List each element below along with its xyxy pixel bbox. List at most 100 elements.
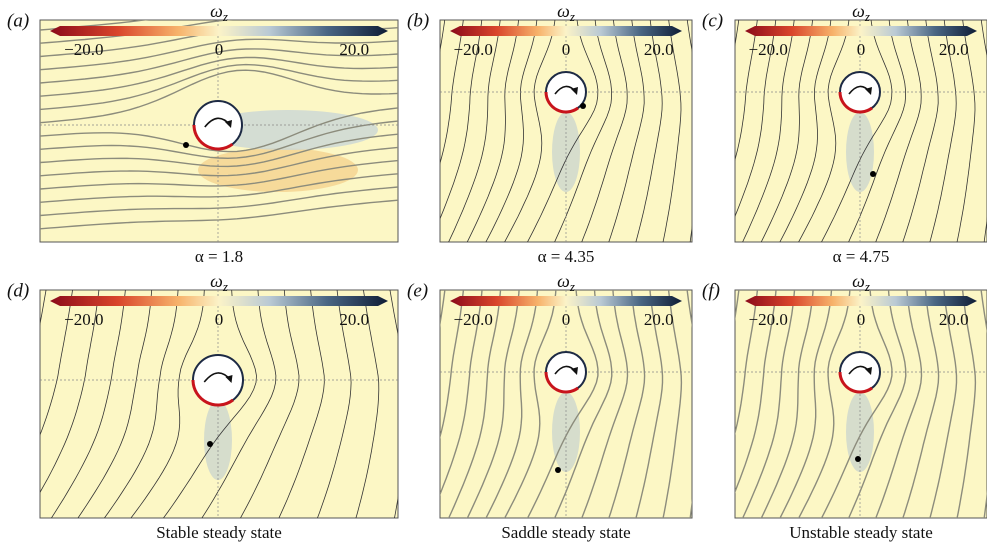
streamline — [608, 20, 645, 242]
streamline — [448, 20, 501, 242]
colorbar — [450, 296, 682, 306]
streamline — [704, 10, 721, 276]
colorbar-symbol: ωz — [852, 271, 870, 294]
streamline — [0, 280, 22, 546]
symbol: ω — [557, 1, 570, 21]
streamline — [847, 290, 907, 518]
caption: Saddle steady state — [501, 523, 630, 542]
streamline — [40, 290, 73, 436]
streamline — [980, 290, 987, 518]
streamline — [40, 63, 398, 111]
subscript: z — [864, 279, 870, 294]
streamline — [103, 290, 179, 518]
rotation-arrowhead — [571, 87, 578, 95]
colorbar-tick-label: 0 — [562, 40, 571, 59]
streamline — [40, 199, 398, 230]
streamline — [742, 20, 795, 242]
subscript: z — [569, 279, 575, 294]
colorbar-tick-label: 0 — [857, 310, 866, 329]
streamline — [447, 290, 502, 518]
subscript: z — [864, 9, 870, 24]
colorbar-symbol: ωz — [852, 1, 870, 24]
streamline — [635, 20, 663, 242]
subscript: z — [569, 9, 575, 24]
panel: ωz −20.0 0 20.0 (d) Stable steady state — [0, 271, 437, 546]
streamline — [779, 290, 833, 518]
symbol: ω — [852, 271, 865, 291]
streamline — [526, 290, 599, 518]
colorbar-tick-label: 0 — [215, 40, 224, 59]
colorbar-symbol: ωz — [210, 271, 228, 294]
streamline — [929, 20, 957, 242]
panel-label: (f) — [702, 280, 720, 301]
rotation-arrowhead — [225, 375, 233, 383]
caption: α = 1.8 — [195, 247, 243, 266]
colorbar — [745, 26, 977, 36]
streamline — [40, 20, 233, 44]
streamline — [130, 290, 205, 518]
streamline — [201, 290, 277, 518]
streamline — [40, 120, 398, 160]
panel: ωz −20.0 0 20.0 (c) α = 4.75 — [702, 1, 987, 266]
colorbar-tick-label: 20.0 — [644, 310, 674, 329]
streamline — [686, 290, 692, 518]
streamline — [355, 290, 380, 518]
streamline — [466, 20, 519, 242]
colorbar-tick-label: 0 — [215, 310, 224, 329]
colorbar-tick-label: −20.0 — [454, 40, 493, 59]
streamline — [635, 290, 664, 518]
panel: ωz −20.0 0 20.0 (e) Saddle steady state — [407, 271, 693, 542]
streamline — [40, 69, 398, 124]
streamline — [686, 20, 692, 242]
saddle-point — [207, 441, 213, 447]
streamline — [240, 290, 300, 518]
panel-label: (e) — [407, 280, 428, 301]
streamline — [40, 186, 398, 217]
streamlines — [440, 290, 692, 518]
panel-label: (b) — [407, 10, 429, 31]
rotation-arrowhead — [865, 367, 872, 375]
streamline — [40, 48, 398, 84]
subscript: z — [222, 9, 228, 24]
panel: ωz −20.0 0 20.0 (f) Unstable steady state — [702, 271, 987, 542]
cylinder-red-edge — [544, 371, 579, 394]
streamline — [608, 290, 646, 518]
symbol: ω — [852, 1, 865, 21]
streamline — [741, 290, 796, 518]
cylinder-red-edge — [544, 91, 579, 114]
streamline — [40, 290, 100, 494]
colorbar — [450, 26, 682, 36]
streamline — [735, 290, 759, 436]
symbol: ω — [210, 271, 223, 291]
streamline — [40, 107, 398, 153]
streamlines — [40, 20, 398, 242]
streamline — [821, 20, 893, 242]
streamline — [485, 290, 539, 518]
colorbar-tick-label: 0 — [857, 40, 866, 59]
streamline — [40, 159, 398, 190]
streamline — [662, 20, 682, 242]
caption: Stable steady state — [156, 523, 282, 542]
saddle-point — [183, 142, 189, 148]
colorbar-tick-label: −20.0 — [64, 40, 103, 59]
streamline — [317, 290, 352, 518]
rotation-arrowhead — [225, 120, 232, 128]
streamline — [735, 290, 777, 494]
colorbar — [50, 26, 388, 36]
streamline — [797, 290, 851, 518]
colorbar-tick-label: −20.0 — [454, 310, 493, 329]
colorbar-tick-label: 20.0 — [939, 310, 969, 329]
streamline — [40, 20, 149, 31]
streamline — [554, 20, 613, 242]
colorbar-tick-label: −20.0 — [64, 310, 103, 329]
streamline — [875, 20, 922, 242]
streamline — [503, 290, 557, 518]
caption: α = 4.35 — [538, 247, 595, 266]
streamline — [929, 290, 958, 518]
streamline — [440, 20, 464, 165]
streamline — [956, 290, 977, 518]
streamline — [414, 280, 437, 546]
colorbar-tick-label: −20.0 — [749, 40, 788, 59]
streamline — [162, 290, 257, 518]
